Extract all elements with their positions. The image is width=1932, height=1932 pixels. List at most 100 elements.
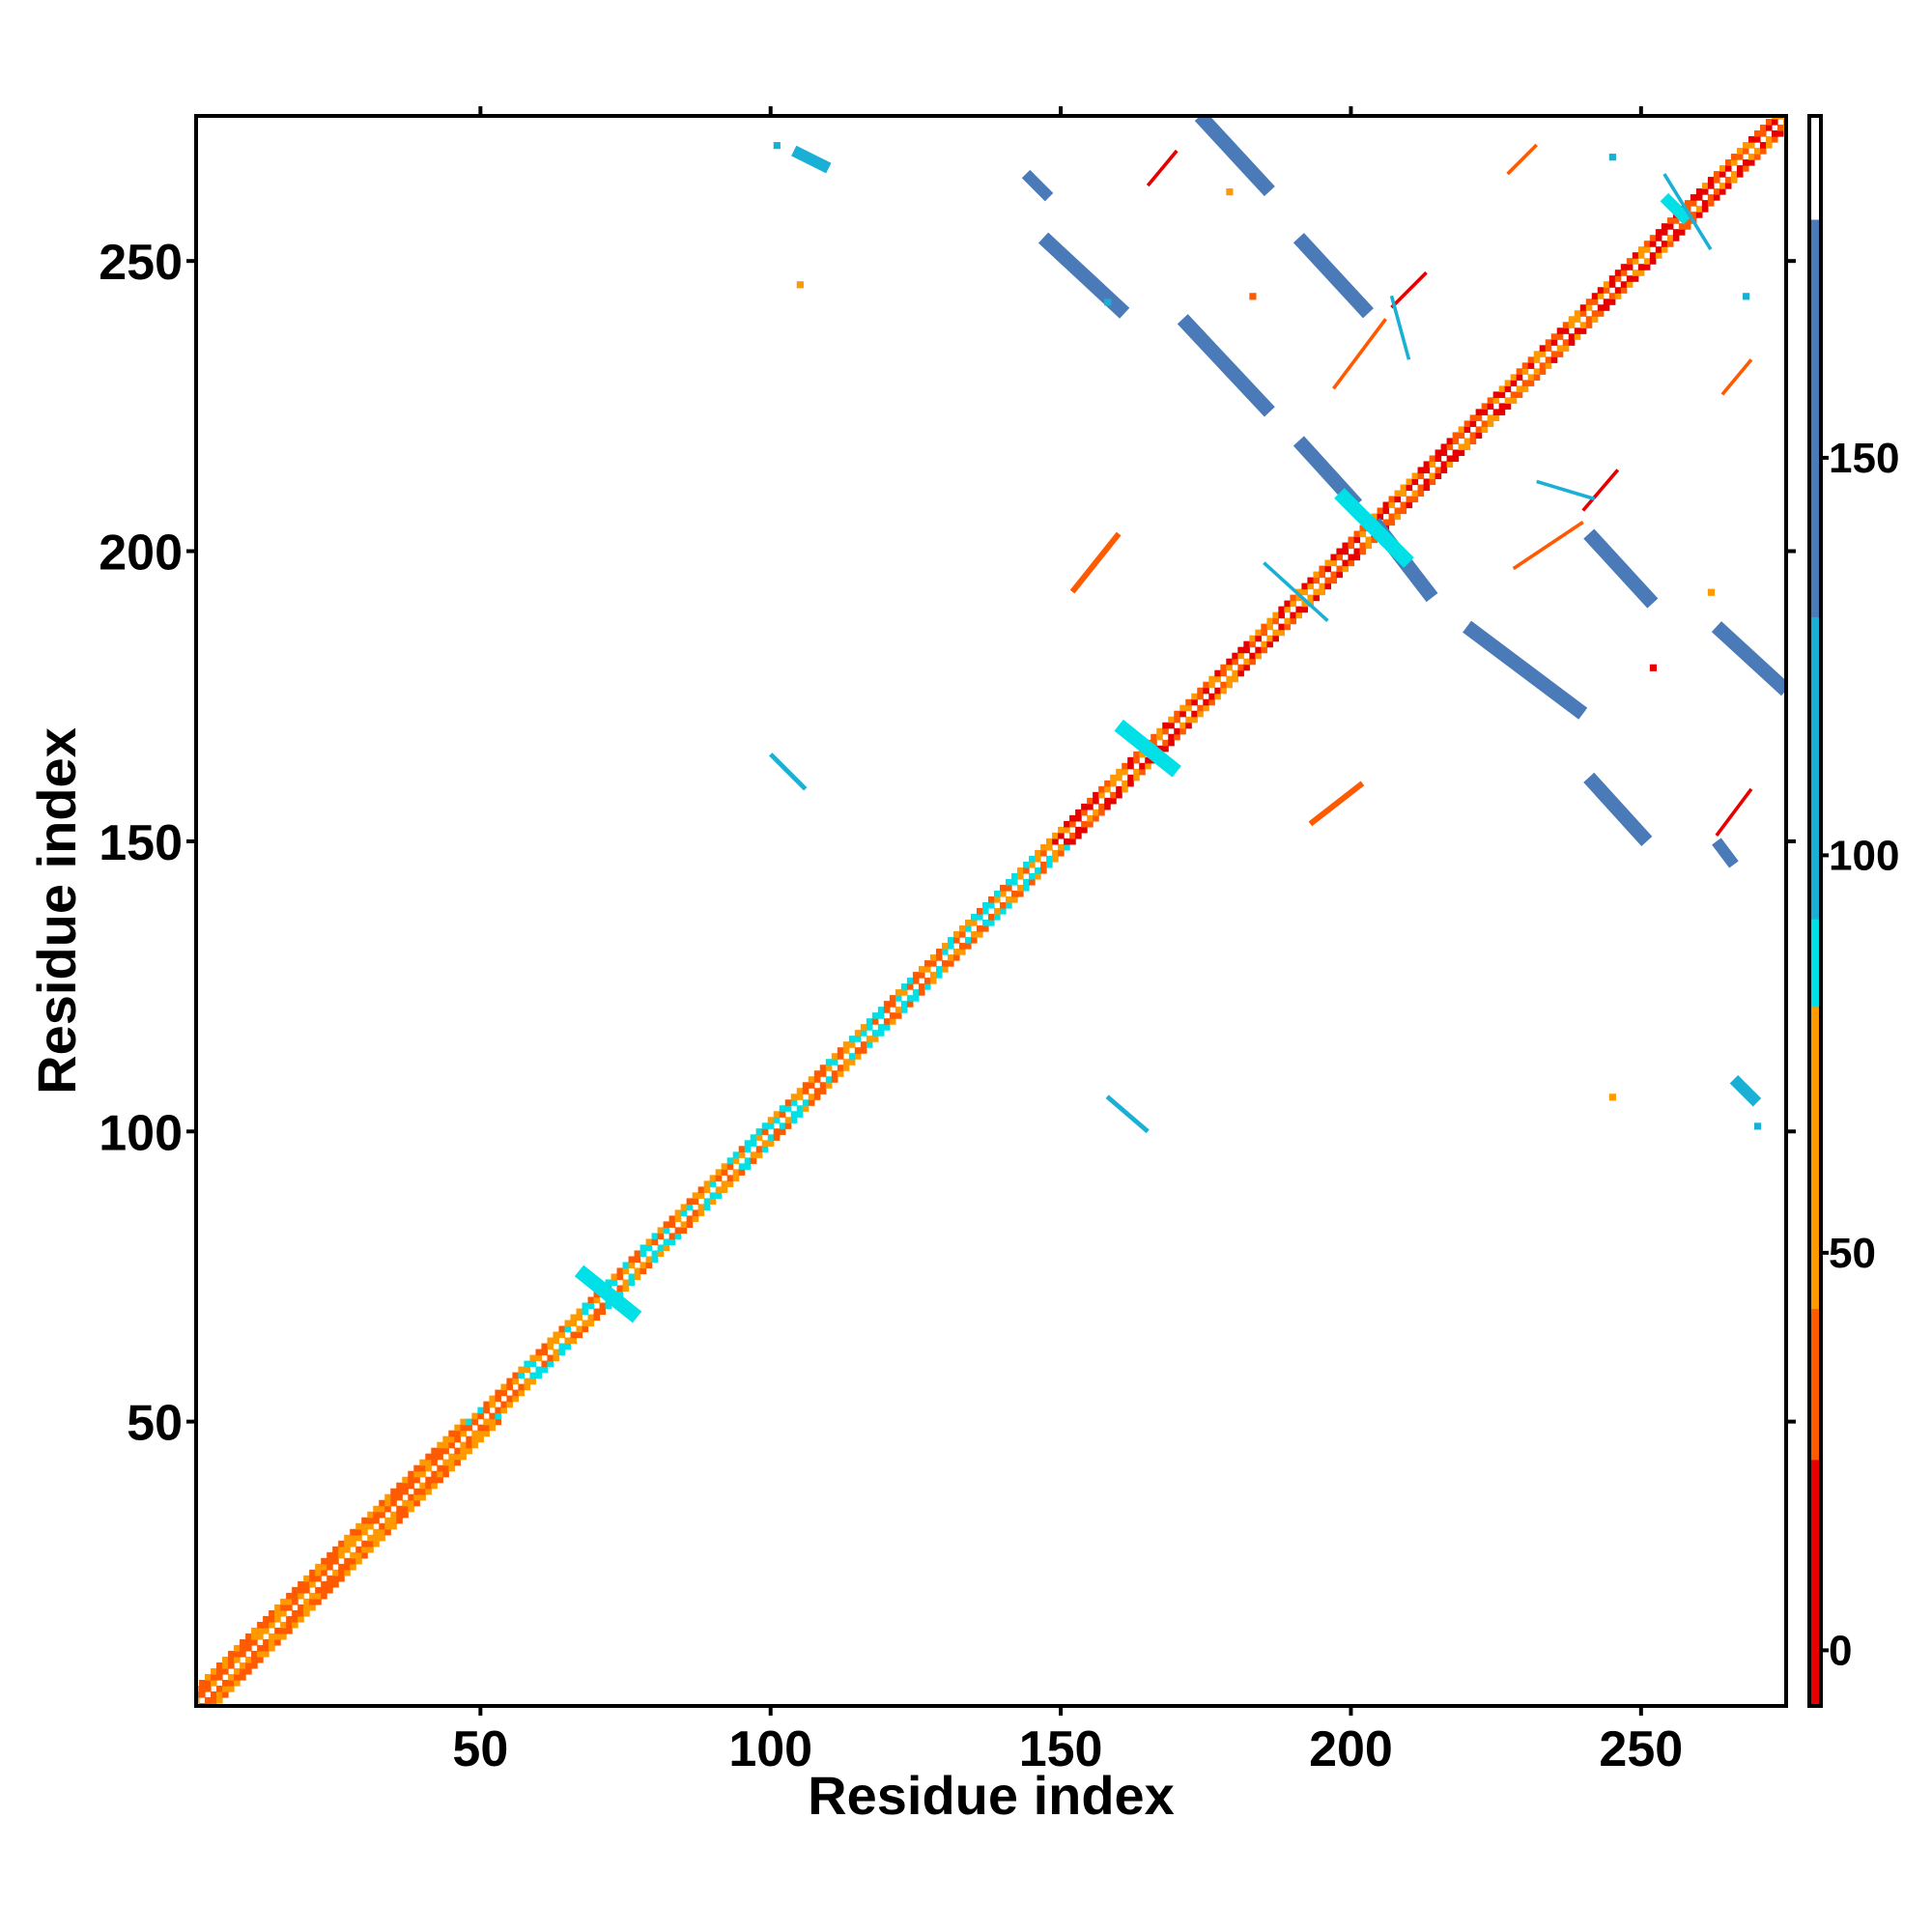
- heatmap-cell: [234, 1673, 241, 1681]
- heatmap-cell: [477, 1412, 484, 1420]
- heatmap-cell: [1301, 588, 1308, 596]
- heatmap-cell: [703, 1204, 711, 1210]
- heatmap-cell: [732, 1175, 740, 1181]
- heatmap-cell: [1081, 820, 1088, 828]
- heatmap-cell: [1284, 617, 1291, 625]
- heatmap-cell: [512, 1395, 519, 1403]
- heatmap-cell: [1098, 785, 1105, 793]
- heatmap-cell: [1556, 333, 1564, 340]
- heatmap-cell: [1382, 519, 1390, 526]
- heatmap-cell: [425, 1459, 432, 1466]
- contact-strand: [1660, 192, 1692, 225]
- heatmap-cell: [854, 1036, 862, 1042]
- heatmap-cell: [1388, 513, 1396, 521]
- heatmap-cell: [755, 1146, 763, 1152]
- heatmap-cell: [900, 1001, 908, 1008]
- y-tick-label: 200: [99, 526, 183, 582]
- heatmap-cell: [390, 1522, 397, 1530]
- heatmap-cell: [1429, 478, 1436, 486]
- heatmap-cell: [1237, 652, 1244, 660]
- contact-cell: [1608, 154, 1616, 161]
- heatmap-cell: [269, 1633, 275, 1640]
- heatmap-cell: [1313, 577, 1321, 584]
- heatmap-cell: [860, 1030, 867, 1037]
- heatmap-cell: [1058, 843, 1065, 851]
- heatmap-cell: [912, 995, 920, 1002]
- heatmap-cell: [402, 1476, 409, 1484]
- heatmap-cell: [1574, 316, 1581, 323]
- heatmap-cell: [1394, 496, 1402, 503]
- heatmap-cell: [1539, 368, 1547, 375]
- heatmap-cell: [1435, 467, 1442, 474]
- heatmap-cell: [628, 1273, 636, 1281]
- heatmap-cell: [1440, 443, 1448, 451]
- colorbar-band: [1809, 616, 1821, 920]
- heatmap-cell: [1313, 588, 1321, 596]
- heatmap-cell: [373, 1505, 380, 1513]
- heatmap-cell: [1452, 432, 1460, 439]
- heatmap-cell: [988, 920, 995, 926]
- heatmap-cell: [784, 1105, 792, 1112]
- heatmap-cell: [327, 1575, 333, 1582]
- heatmap-cell: [1075, 809, 1082, 816]
- heatmap-cell: [964, 943, 972, 950]
- heatmap-cell: [1174, 727, 1180, 735]
- heatmap-cell: [738, 1163, 746, 1170]
- heatmap-cell: [396, 1505, 403, 1513]
- colorbar-tick-label: 50: [1829, 1230, 1876, 1277]
- heatmap-cell: [802, 1088, 810, 1094]
- heatmap-cell: [402, 1505, 409, 1513]
- heatmap-cell: [1324, 565, 1332, 573]
- heatmap-cell: [1620, 270, 1628, 276]
- heatmap-cell: [877, 1012, 885, 1019]
- heatmap-cell: [315, 1569, 322, 1577]
- heatmap-cell: [1232, 669, 1238, 677]
- heatmap-cell: [1649, 241, 1657, 247]
- heatmap-cell: [367, 1511, 374, 1519]
- heatmap-cell: [1203, 681, 1209, 689]
- heatmap-cell: [1527, 362, 1535, 369]
- heatmap-cell: [1069, 814, 1076, 822]
- heatmap-cell: [871, 1018, 879, 1025]
- colorbar-band: [1809, 1006, 1821, 1309]
- heatmap-cell: [309, 1592, 316, 1600]
- heatmap-cell: [1458, 449, 1465, 457]
- heatmap-cell: [1156, 727, 1163, 735]
- heatmap-cell: [1753, 148, 1761, 155]
- heatmap-cell: [860, 1041, 867, 1048]
- heatmap-cell: [1562, 322, 1570, 328]
- heatmap-cell: [1469, 438, 1477, 445]
- heatmap-cell: [952, 931, 960, 938]
- heatmap-cell: [1400, 484, 1407, 492]
- heatmap-cell: [709, 1175, 717, 1181]
- heatmap-cell: [216, 1685, 223, 1692]
- heatmap-cell: [721, 1186, 728, 1193]
- heatmap-cell: [355, 1528, 362, 1536]
- heatmap-cell: [292, 1586, 298, 1594]
- heatmap-cell: [558, 1349, 566, 1356]
- heatmap-cell: [1023, 878, 1030, 886]
- heatmap-cell: [634, 1267, 641, 1275]
- heatmap-cell: [1556, 351, 1564, 357]
- heatmap-cell: [327, 1551, 333, 1559]
- heatmap-cell: [1353, 554, 1361, 561]
- heatmap-cell: [1643, 246, 1651, 253]
- heatmap-cell: [1110, 797, 1117, 805]
- heatmap-cell: [802, 1105, 810, 1112]
- heatmap-cell: [779, 1128, 786, 1135]
- heatmap-cell: [982, 920, 989, 926]
- heatmap-cell: [900, 983, 908, 990]
- heatmap-cell: [245, 1656, 252, 1663]
- heatmap-cell: [1458, 432, 1465, 439]
- heatmap-cell: [384, 1522, 391, 1530]
- heatmap-cell: [518, 1372, 526, 1379]
- heatmap-cell: [350, 1557, 356, 1565]
- heatmap-cell: [1040, 867, 1047, 874]
- heatmap-cell: [1765, 136, 1773, 143]
- heatmap-cell: [657, 1244, 665, 1252]
- heatmap-cell: [222, 1690, 229, 1698]
- heatmap-cell: [935, 949, 943, 955]
- heatmap-cell: [1742, 142, 1749, 149]
- heatmap-cell: [529, 1360, 537, 1368]
- heatmap-cell: [1046, 838, 1053, 845]
